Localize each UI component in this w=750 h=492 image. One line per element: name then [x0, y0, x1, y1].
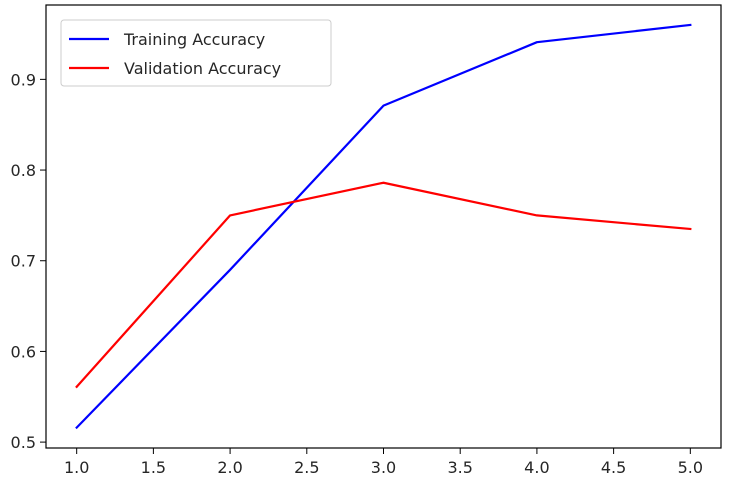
legend-entries: Training Accuracy Validation Accuracy	[69, 30, 281, 78]
y-tick-label: 0.7	[11, 252, 36, 271]
y-tick-label: 0.6	[11, 342, 36, 361]
series-line-training-accuracy	[75, 23, 692, 430]
x-tick-label: 2.0	[217, 458, 242, 477]
x-tick-label: 4.5	[601, 458, 626, 477]
x-tick-label: 3.0	[371, 458, 396, 477]
y-tick-label: 0.9	[11, 70, 36, 89]
x-tick-label: 5.0	[678, 458, 703, 477]
legend-box	[60, 19, 332, 87]
y-tick-label: 0.8	[11, 161, 36, 180]
series-line-validation-accuracy	[75, 181, 692, 389]
y-axis-ticks: 0.5 0.6 0.7 0.8 0.9	[11, 70, 46, 452]
legend-label: Training Accuracy	[123, 30, 265, 49]
series-layer	[75, 23, 692, 430]
x-tick-label: 1.0	[64, 458, 89, 477]
y-tick-label: 0.5	[11, 433, 36, 452]
legend: Training Accuracy Validation Accuracy	[60, 19, 332, 87]
x-tick-label: 1.5	[141, 458, 166, 477]
legend-label: Validation Accuracy	[124, 59, 281, 78]
x-tick-label: 2.5	[294, 458, 319, 477]
x-tick-label: 4.0	[524, 458, 549, 477]
x-axis-ticks: 1.0 1.5 2.0 2.5 3.0 3.5 4.0 4.5 5.0	[64, 448, 703, 477]
x-tick-label: 3.5	[447, 458, 472, 477]
